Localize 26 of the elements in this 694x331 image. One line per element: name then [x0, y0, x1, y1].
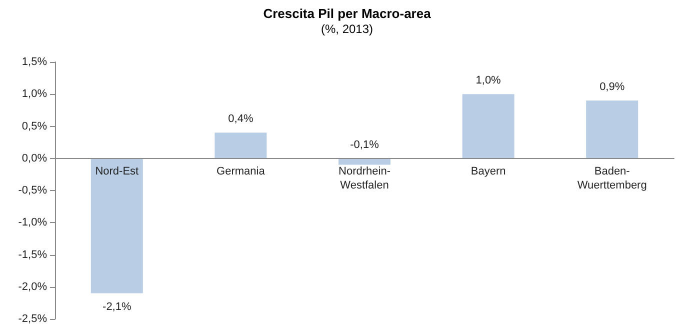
x-tick-label: Bayern: [470, 165, 506, 178]
x-tick-label: Nordrhein-Westfalen: [338, 165, 391, 192]
bar: [214, 132, 267, 158]
y-tick-label: -2,0%: [18, 280, 48, 293]
y-tick-label: -1,5%: [18, 248, 48, 261]
bar: [90, 158, 143, 294]
y-tick-label: -0,5%: [18, 184, 48, 196]
data-label: 0,4%: [228, 113, 254, 126]
data-label: 1,0%: [476, 74, 502, 87]
bar: [586, 100, 638, 158]
x-tick-label: Baden-Wuerttemberg: [577, 165, 647, 192]
y-tick-label: 0,0%: [22, 152, 48, 164]
data-label: -0,1%: [350, 138, 380, 151]
chart-subtitle: (%, 2013): [320, 22, 374, 36]
y-tick-label: -2,5%: [18, 313, 48, 325]
data-label: -2,1%: [102, 300, 132, 313]
data-label: 0,9%: [600, 81, 625, 94]
y-tick-label: -1,0%: [18, 216, 48, 229]
chart-title: Crescita Pil per Macro-area: [263, 6, 432, 21]
bar: [338, 158, 390, 165]
y-tick-label: 0,5%: [22, 120, 48, 132]
y-tick-label: 1,5%: [22, 56, 48, 68]
y-tick-label: 1,0%: [22, 88, 48, 100]
x-tick-label: Nord-Est: [95, 165, 139, 178]
x-tick-label: Germania: [216, 165, 266, 178]
bar: [462, 94, 514, 158]
